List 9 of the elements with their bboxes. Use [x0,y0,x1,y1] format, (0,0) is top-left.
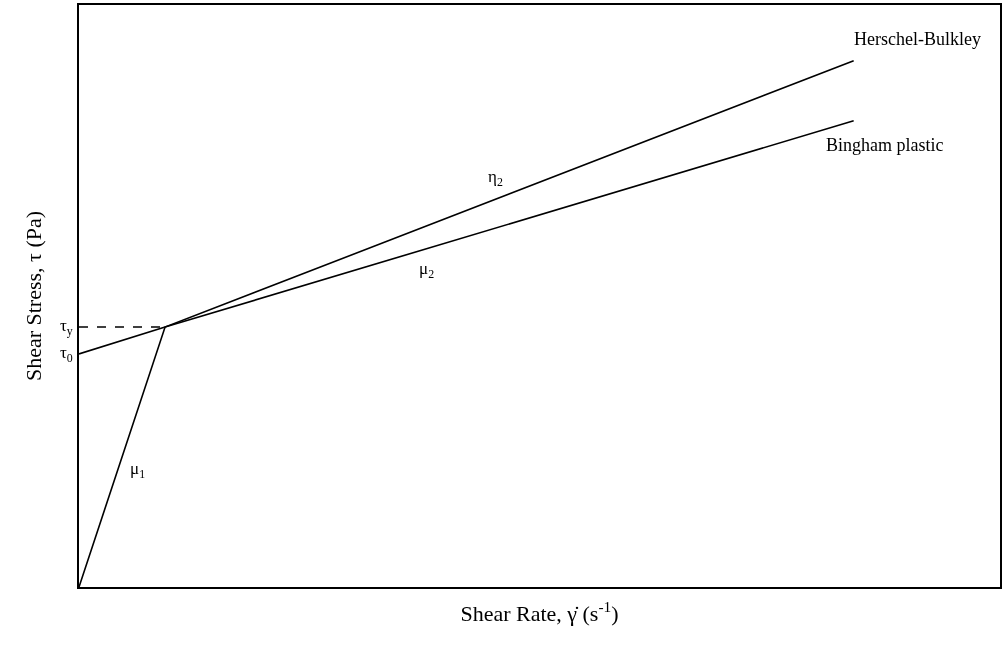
series-label: Herschel-Bulkley [854,29,981,49]
annotation: μ$_{2}$ [419,259,435,281]
text: τ$_{0}$ [60,343,73,365]
series-label: Bingham plastic [826,135,944,155]
annotation: μ$_{1}$ [130,459,146,481]
x-axis-title: Shear Rate, γ̇ (s$^{-1}$) [460,597,619,627]
text: τ$_{y}$ [60,316,73,338]
y-axis-title: Shear Stress, τ (Pa) [20,210,46,382]
annotation: η$_{2}$ [488,167,503,189]
